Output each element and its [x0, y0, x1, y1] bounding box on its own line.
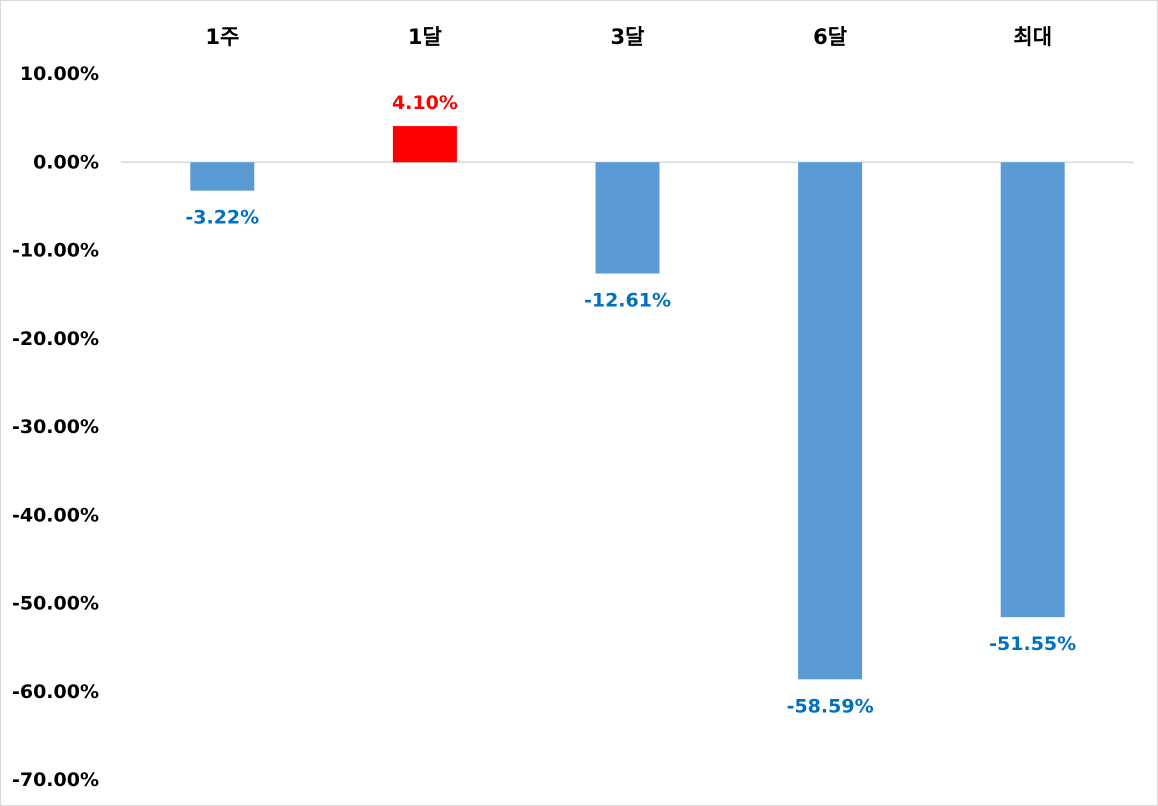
y-tick-label: -20.00%: [12, 328, 99, 350]
category-label: 6달: [813, 25, 847, 49]
y-tick-label: -10.00%: [12, 240, 99, 262]
y-tick-label: -60.00%: [12, 681, 99, 703]
y-tick-label: -40.00%: [12, 504, 99, 526]
y-axis-tick-labels: 10.00% 0.00% -10.00% -20.00% -30.00% -40.00% -…: [12, 63, 99, 791]
bar: [190, 162, 255, 191]
bar: [798, 162, 863, 680]
category-label: 최대: [1013, 25, 1052, 49]
data-label: 4.10%: [392, 92, 458, 114]
y-tick-label: -70.00%: [12, 769, 99, 791]
data-label: -58.59%: [787, 695, 874, 717]
bars: [190, 126, 1065, 680]
y-tick-label: 10.00%: [20, 63, 99, 85]
category-label: 1주: [205, 25, 239, 49]
category-labels: 1주 1달 3달 6달 최대: [205, 25, 1052, 49]
y-tick-label: 0.00%: [33, 151, 99, 173]
bar: [392, 126, 457, 163]
bar: [1000, 162, 1065, 618]
data-label: -12.61%: [584, 290, 671, 312]
y-tick-label: -50.00%: [12, 593, 99, 615]
category-label: 1달: [408, 25, 442, 49]
data-labels: -3.22% 4.10% -12.61% -58.59% -51.55%: [185, 92, 1076, 717]
category-label: 3달: [611, 25, 645, 49]
data-label: -51.55%: [989, 633, 1076, 655]
data-label: -3.22%: [185, 207, 259, 229]
y-tick-label: -30.00%: [12, 416, 99, 438]
bar: [595, 162, 660, 274]
